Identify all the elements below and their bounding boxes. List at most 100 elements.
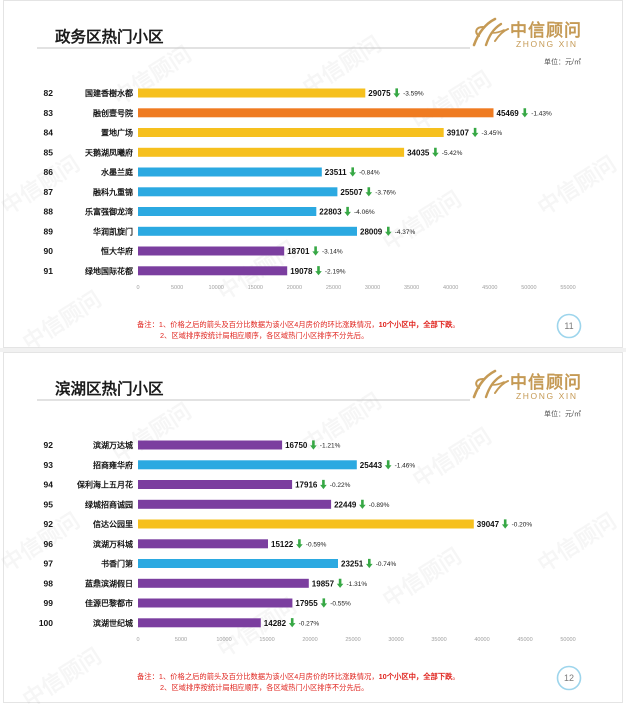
price-bar [138, 187, 337, 196]
community-name: 保利海上五月花 [76, 480, 133, 490]
price-value-label: 25507 [340, 188, 363, 197]
bar-row: 94 保利海上五月花 17916 -0.22% [44, 480, 351, 490]
price-bar [138, 441, 282, 450]
watermark-text: 中信顾问 [533, 508, 620, 577]
price-bar [138, 618, 261, 627]
down-arrow-icon [315, 266, 322, 275]
x-tick-label: 30000 [365, 285, 380, 291]
watermark-text: 中信顾问 [108, 41, 195, 110]
community-name: 佳源巴黎都市 [85, 598, 133, 608]
bar-row: 89 华润凯旋门 28009 -4.37% [44, 226, 416, 236]
price-bar [138, 599, 292, 608]
down-arrow-icon [366, 187, 373, 196]
watermark-text: 中信顾问 [408, 423, 495, 492]
community-name: 滨湖世纪城 [93, 618, 133, 628]
price-value-label: 29075 [368, 89, 391, 98]
price-value-label: 34035 [407, 148, 430, 157]
bar-row: 86 水墨兰庭 23511 -0.84% [44, 167, 380, 177]
x-tick-label: 55000 [560, 285, 575, 291]
zhongxin-calligraphy-mark-icon [474, 371, 508, 397]
x-tick-label: 5000 [175, 637, 187, 643]
price-value-label: 17955 [295, 599, 318, 608]
change-percent-label: -1.21% [320, 443, 341, 450]
price-value-label: 15122 [271, 540, 294, 549]
change-percent-label: -3.45% [482, 130, 503, 137]
x-tick-label: 50000 [521, 285, 536, 291]
x-tick-label: 15000 [259, 637, 274, 643]
x-tick-label: 10000 [216, 637, 231, 643]
price-value-label: 28009 [360, 227, 383, 236]
bar-row: 96 滨湖万科城 15122 -0.59% [44, 539, 327, 549]
bar-row: 97 书香门第 23251 -0.74% [44, 559, 397, 569]
zhongxin-calligraphy-mark-icon [474, 19, 508, 45]
community-name: 滨湖万达城 [93, 440, 133, 450]
unit-label: 单位：元/㎡ [544, 409, 581, 418]
bar-row: 84 置地广场 39107 -3.45% [44, 128, 503, 138]
price-bar [138, 108, 494, 117]
x-tick-label: 0 [136, 285, 139, 291]
price-bar [138, 207, 316, 216]
change-percent-label: -0.55% [330, 601, 351, 608]
footnote: 备注：1、价格之后的箭头及百分比数据为该小区4月房价的环比涨跌情况，10个小区中… [137, 672, 460, 692]
rank-label: 96 [44, 539, 54, 549]
x-tick-label: 5000 [171, 285, 183, 291]
community-name: 信达公园里 [93, 519, 133, 529]
watermark-text: 中信顾问 [108, 398, 195, 467]
rank-label: 92 [44, 440, 54, 450]
x-tick-label: 45000 [517, 637, 532, 643]
price-bar [138, 266, 287, 275]
price-bar [138, 520, 474, 529]
x-tick-label: 15000 [248, 285, 263, 291]
price-value-label: 45469 [497, 109, 520, 118]
rank-label: 100 [39, 618, 53, 628]
x-tick-label: 0 [136, 637, 139, 643]
community-name: 国建香樹水都 [85, 88, 133, 98]
footnote-line-1: 备注：1、价格之后的箭头及百分比数据为该小区4月房价的环比涨跌情况，10个小区中… [137, 320, 460, 329]
change-percent-label: -0.22% [330, 482, 351, 489]
down-arrow-icon [344, 207, 351, 216]
footnote-end: 。 [452, 672, 459, 681]
community-name: 置地广场 [101, 128, 133, 138]
footnote-emphasis: 10个小区中，全部下跌 [379, 320, 453, 329]
price-bar [138, 247, 284, 256]
watermark-text: 中信顾问 [378, 186, 465, 255]
price-value-label: 14282 [264, 619, 287, 628]
footnote-text: 1、价格之后的箭头及百分比数据为该小区4月房价的环比涨跌情况， [159, 672, 379, 681]
x-tick-label: 25000 [326, 285, 341, 291]
zhongxin-logo: 中信顾问 ZHONG XIN [474, 19, 582, 49]
rank-label: 89 [44, 226, 54, 236]
price-value-label: 19078 [290, 267, 313, 276]
change-percent-label: -5.42% [442, 150, 463, 157]
community-name: 蓝鼎滨湖假日 [85, 578, 133, 588]
community-name: 乐富强御龙湾 [85, 207, 133, 217]
slide-title: 滨湖区热门小区 [55, 379, 164, 398]
x-tick-label: 10000 [209, 285, 224, 291]
change-percent-label: -0.74% [376, 561, 397, 568]
watermark-text: 中信顾问 [378, 543, 465, 612]
bar-row: 87 融科九重锦 25507 -3.76% [44, 187, 396, 197]
price-value-label: 16750 [285, 441, 308, 450]
slide-binhu-district: 中信顾问 中信顾问 中信顾问 中信顾问 中信顾问 中信顾问 中信顾问 中信顾问 … [0, 352, 626, 704]
down-arrow-icon [296, 539, 303, 548]
bar-row: 100 滨湖世纪城 14282 -0.27% [39, 618, 320, 628]
price-bar [138, 559, 338, 568]
rank-label: 91 [44, 266, 54, 276]
community-name: 招商雍华府 [93, 460, 133, 470]
rank-label: 94 [44, 480, 54, 490]
slide-title: 政务区热门小区 [55, 27, 164, 46]
down-arrow-icon [385, 460, 392, 469]
footnote: 备注：1、价格之后的箭头及百分比数据为该小区4月房价的环比涨跌情况，10个小区中… [137, 320, 460, 340]
community-name: 融科九重锦 [93, 187, 133, 197]
rank-label: 84 [44, 128, 54, 138]
logo-english-text: ZHONG XIN [516, 391, 578, 401]
price-bar [138, 480, 292, 489]
bar-row: 85 天鹅湖凤曦府 34035 -5.42% [44, 147, 463, 157]
x-tick-label: 35000 [431, 637, 446, 643]
change-percent-label: -0.20% [512, 522, 533, 529]
x-tick-label: 40000 [474, 637, 489, 643]
bar-row: 90 恒大华府 18701 -3.14% [44, 246, 343, 256]
rank-label: 82 [44, 88, 54, 98]
change-percent-label: -3.76% [375, 189, 396, 196]
bar-row: 98 蓝鼎滨湖假日 19857 -1.31% [44, 578, 368, 588]
change-percent-label: -0.89% [369, 502, 390, 509]
